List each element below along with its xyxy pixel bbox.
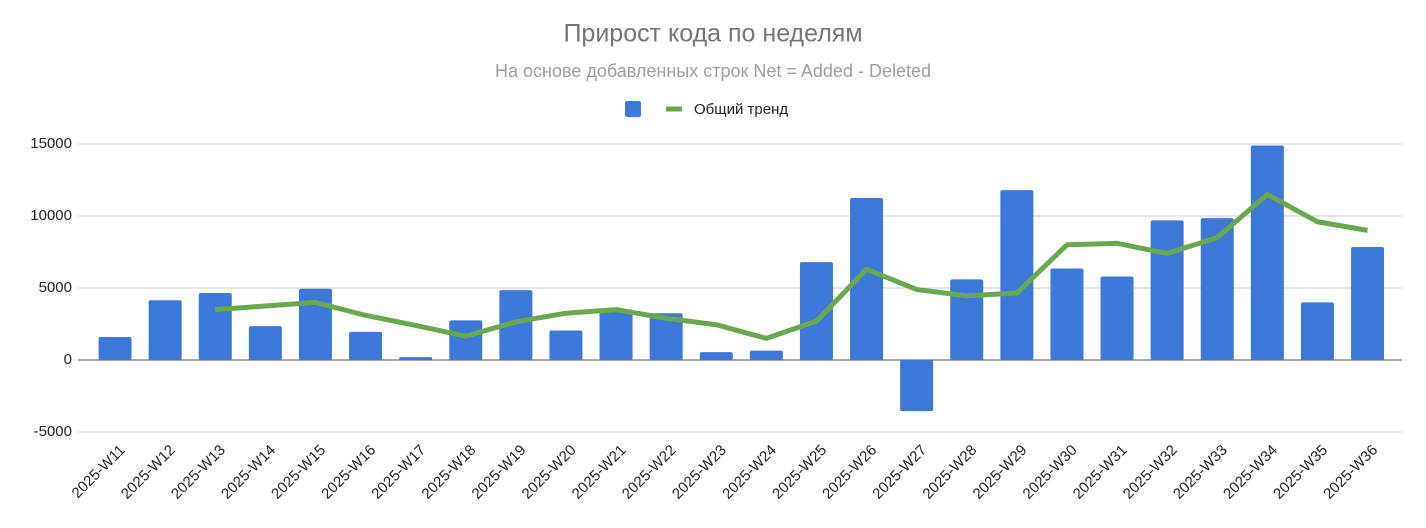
- legend-label: Общий тренд: [694, 101, 788, 118]
- y-tick-label: 5000: [39, 279, 72, 296]
- bar: [799, 262, 833, 360]
- bar: [349, 331, 383, 360]
- bar: [1050, 268, 1084, 360]
- bar: [148, 300, 182, 360]
- bar: [248, 326, 282, 360]
- bar: [1351, 246, 1385, 360]
- bar: [900, 360, 934, 412]
- y-tick-label: 15000: [30, 135, 72, 152]
- legend-swatch: [625, 101, 641, 117]
- bar: [1200, 218, 1234, 360]
- bar: [499, 290, 533, 360]
- bar: [549, 330, 583, 360]
- y-tick-label: 0: [64, 351, 72, 368]
- y-tick-label: -5000: [34, 423, 72, 440]
- chart-title: Прирост кода по неделям: [563, 20, 862, 48]
- bar: [699, 352, 733, 360]
- bar: [649, 313, 683, 360]
- trend-line: [215, 191, 1368, 341]
- bar: [1250, 145, 1284, 360]
- bar: [399, 357, 433, 360]
- bar: [950, 279, 984, 360]
- bar: [1150, 220, 1184, 360]
- bar: [850, 198, 884, 360]
- bar: [98, 336, 132, 360]
- chart-subtitle: На основе добавленных строк Net = Added …: [495, 61, 931, 81]
- bar: [1100, 276, 1134, 360]
- bar: [749, 350, 783, 360]
- bar: [599, 309, 633, 360]
- y-tick-label: 10000: [30, 207, 72, 224]
- bar: [298, 288, 332, 360]
- bar: [1300, 302, 1334, 360]
- x-tick-label: 2025-W36: [1320, 442, 1381, 503]
- bar: [1000, 190, 1034, 360]
- bar: [198, 293, 232, 360]
- bar: [449, 320, 483, 360]
